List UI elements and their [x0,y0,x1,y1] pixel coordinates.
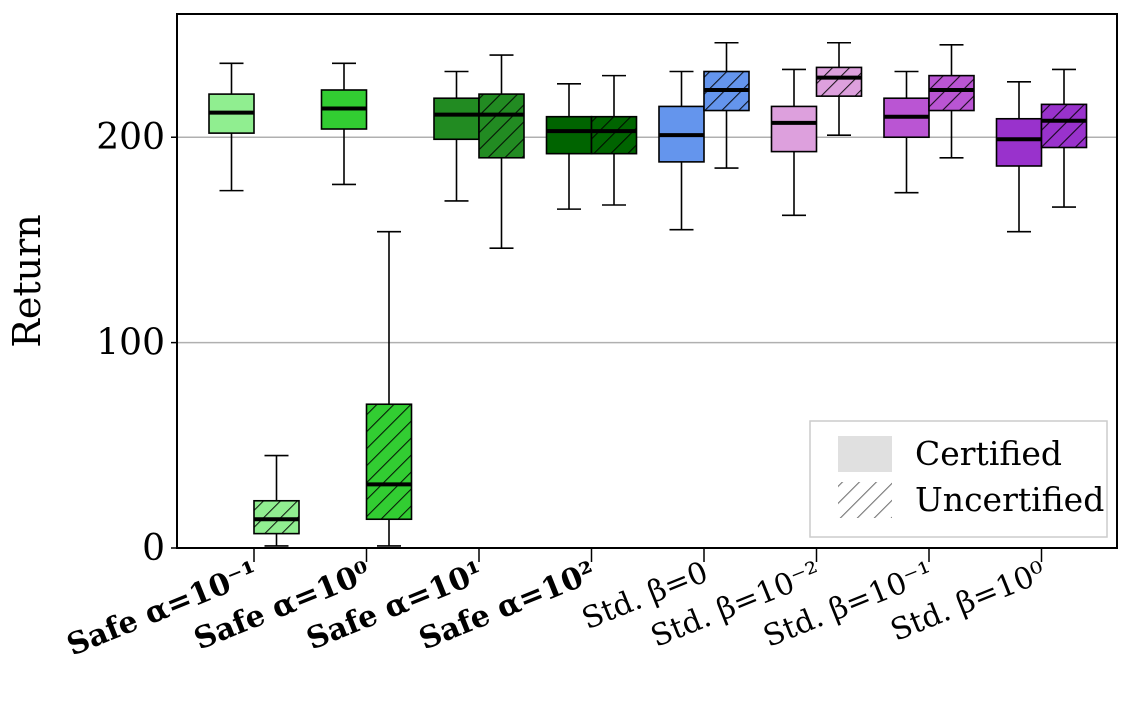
legend-label-uncertified: Uncertified [915,480,1104,519]
y-axis-title: Return [5,214,49,347]
y-tick-label: 200 [96,117,165,158]
box-hatch [1041,104,1087,148]
box-uncertified-0 [253,454,300,547]
box-uncertified-7 [1040,68,1088,208]
y-axis-ticks: 0 100 200 [96,117,177,569]
box-uncertified-6 [928,44,975,159]
box-certified-5 [770,68,818,217]
box-uncertified-1 [365,230,413,547]
box-hatch [366,404,412,520]
box-iqr [995,117,1043,167]
gridlines [177,136,1117,344]
box-hatch [929,75,974,111]
box-certified-2 [433,70,480,202]
legend-swatch-certified [838,436,892,472]
legend-swatch-uncertified [838,482,892,518]
box-iqr [545,115,593,155]
box-certified-4 [658,70,705,231]
box-certified-7 [995,80,1043,233]
boxes [208,41,1088,547]
box-hatch [591,116,637,154]
box-iqr [770,105,818,153]
box-certified-1 [320,62,368,186]
box-iqr [433,97,480,141]
box-uncertified-5 [815,41,863,136]
box-hatch [254,500,299,534]
box-hatch [816,67,862,97]
box-certified-6 [883,70,930,194]
legend: Certified Uncertified [809,420,1108,538]
box-uncertified-4 [703,41,750,169]
box-certified-0 [208,62,255,192]
box-certified-3 [545,83,593,210]
box-hatch [479,94,524,158]
y-tick-label: 100 [96,323,165,364]
box-uncertified-2 [478,54,525,249]
legend-label-certified: Certified [915,434,1062,473]
box-uncertified-3 [590,74,638,206]
y-tick-label: 0 [142,528,165,569]
plot-area-frame [176,13,1118,549]
